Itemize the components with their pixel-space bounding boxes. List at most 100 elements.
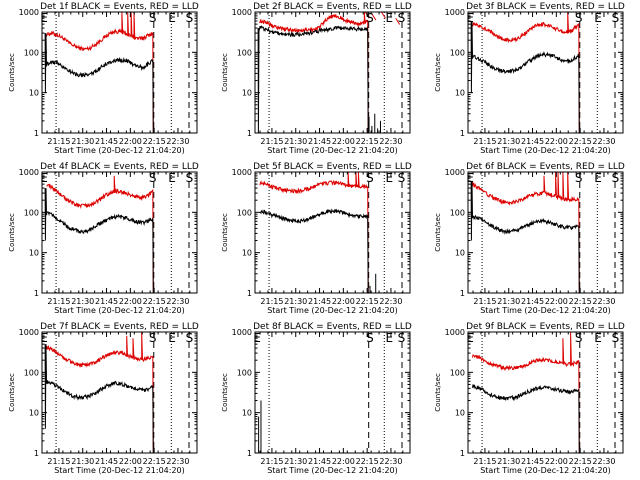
x-tick-label: 21:15 [473, 137, 496, 146]
panel-title: Det 6f BLACK = Events, RED = LLD [466, 162, 625, 172]
detector-panel: Det 3f BLACK = Events, RED = LLD 1 10 100 10… [434, 2, 625, 155]
plot-area [257, 11, 410, 133]
x-tick-label: 21:30 [497, 297, 520, 306]
y-tick-label: 1000 [445, 8, 465, 17]
x-tick-label: 22:15 [356, 297, 379, 306]
plot-frame [254, 331, 411, 454]
events-series [44, 33, 154, 133]
plot-frame [467, 11, 624, 134]
y-axis-label: Counts/sec [221, 53, 229, 92]
plot-frame [467, 331, 624, 454]
marker-s: S [149, 171, 157, 185]
x-tick-label: 22:30 [592, 137, 615, 146]
y-tick-label: 1000 [19, 8, 39, 17]
lld-series [46, 175, 154, 293]
y-tick-label: 1000 [232, 168, 252, 177]
x-axis-label: Start Time (20-Dec-12 21:04:20) [267, 466, 398, 475]
y-tick-label: 100 [237, 208, 252, 217]
y-tick-label: 1000 [445, 168, 465, 177]
lld-fragment [371, 13, 377, 21]
x-tick-label: 21:30 [284, 137, 307, 146]
x-tick-label: 22:30 [592, 297, 615, 306]
marker-e: E [168, 171, 176, 185]
x-tick-label: 21:15 [260, 457, 283, 466]
marker-e: E [168, 11, 176, 25]
y-tick-label: 100 [24, 48, 39, 57]
detector-panel: Det 4f BLACK = Events, RED = LLD 1 10 100 10… [8, 162, 199, 315]
y-axis-label: Counts/sec [8, 53, 16, 92]
plot-area [470, 11, 616, 133]
marker-s: S [186, 331, 194, 345]
x-tick-label: 22:00 [119, 137, 142, 146]
marker-s: S [398, 171, 406, 185]
marker-s: S [366, 331, 374, 345]
y-tick-label: 100 [450, 48, 465, 57]
panel-title: Det 4f BLACK = Events, RED = LLD [40, 162, 199, 172]
marker-s: S [366, 171, 374, 185]
x-tick-label: 21:45 [308, 297, 331, 306]
marker-e: E [466, 11, 474, 25]
detector-panel: Det 2f BLACK = Events, RED = LLD 1 10 100 10… [221, 2, 412, 155]
plot-area [258, 332, 403, 453]
x-tick-label: 22:00 [119, 297, 142, 306]
y-tick-label: 100 [237, 48, 252, 57]
y-axis-label: Counts/sec [434, 53, 442, 92]
marker-s: S [149, 331, 157, 345]
x-tick-label: 21:15 [47, 137, 70, 146]
marker-e: E [594, 171, 602, 185]
marker-e: E [40, 171, 48, 185]
marker-s: S [149, 11, 157, 25]
y-tick-label: 100 [24, 368, 39, 377]
y-tick-label: 1 [247, 449, 252, 458]
x-tick-label: 21:15 [473, 457, 496, 466]
x-tick-label: 22:15 [143, 137, 166, 146]
plot-frame [467, 171, 624, 294]
events-series [470, 20, 580, 133]
x-tick-label: 21:45 [95, 457, 118, 466]
marker-s: S [612, 171, 620, 185]
x-tick-label: 22:30 [379, 137, 402, 146]
y-axis-label: Counts/sec [221, 373, 229, 412]
detector-panel: Det 1f BLACK = Events, RED = LLD 1 10 100 10… [8, 2, 199, 155]
y-tick-label: 10 [455, 249, 465, 258]
x-tick-label: 21:45 [95, 137, 118, 146]
x-axis-label: Start Time (20-Dec-12 21:04:20) [267, 146, 398, 155]
x-tick-label: 21:45 [308, 457, 331, 466]
plot-area [472, 331, 616, 453]
x-tick-label: 21:45 [521, 297, 544, 306]
x-tick-label: 21:45 [308, 137, 331, 146]
marker-e: E [40, 11, 48, 25]
x-tick-label: 22:15 [356, 137, 379, 146]
y-tick-label: 10 [29, 89, 39, 98]
y-tick-label: 1 [34, 129, 39, 138]
x-tick-label: 22:30 [166, 457, 189, 466]
plot-area [44, 172, 190, 293]
y-tick-label: 100 [450, 368, 465, 377]
plot-area [470, 171, 616, 293]
events-series [44, 344, 154, 453]
y-tick-label: 1 [460, 449, 465, 458]
x-axis-label: Start Time (20-Dec-12 21:04:20) [54, 306, 185, 315]
panel-title: Det 3f BLACK = Events, RED = LLD [466, 2, 625, 12]
panel-title: Det 2f BLACK = Events, RED = LLD [253, 2, 412, 12]
lld-series [259, 11, 369, 133]
x-axis-label: Start Time (20-Dec-12 21:04:20) [54, 146, 185, 155]
x-tick-label: 21:30 [284, 297, 307, 306]
x-tick-label: 21:30 [71, 297, 94, 306]
plot-area [44, 331, 190, 453]
x-tick-label: 22:15 [143, 457, 166, 466]
y-axis-label: Counts/sec [8, 213, 16, 252]
plot-area [259, 171, 403, 293]
y-tick-label: 1000 [445, 328, 465, 337]
y-tick-label: 10 [242, 249, 252, 258]
y-tick-label: 1 [34, 449, 39, 458]
y-tick-label: 1000 [232, 328, 252, 337]
y-tick-label: 10 [455, 89, 465, 98]
y-tick-label: 1 [247, 129, 252, 138]
plot-frame [41, 331, 198, 454]
x-tick-label: 22:15 [569, 457, 592, 466]
marker-s: S [398, 11, 406, 25]
lld-fragment [395, 17, 401, 25]
panel-title: Det 5f BLACK = Events, RED = LLD [253, 162, 412, 172]
y-tick-label: 100 [450, 208, 465, 217]
